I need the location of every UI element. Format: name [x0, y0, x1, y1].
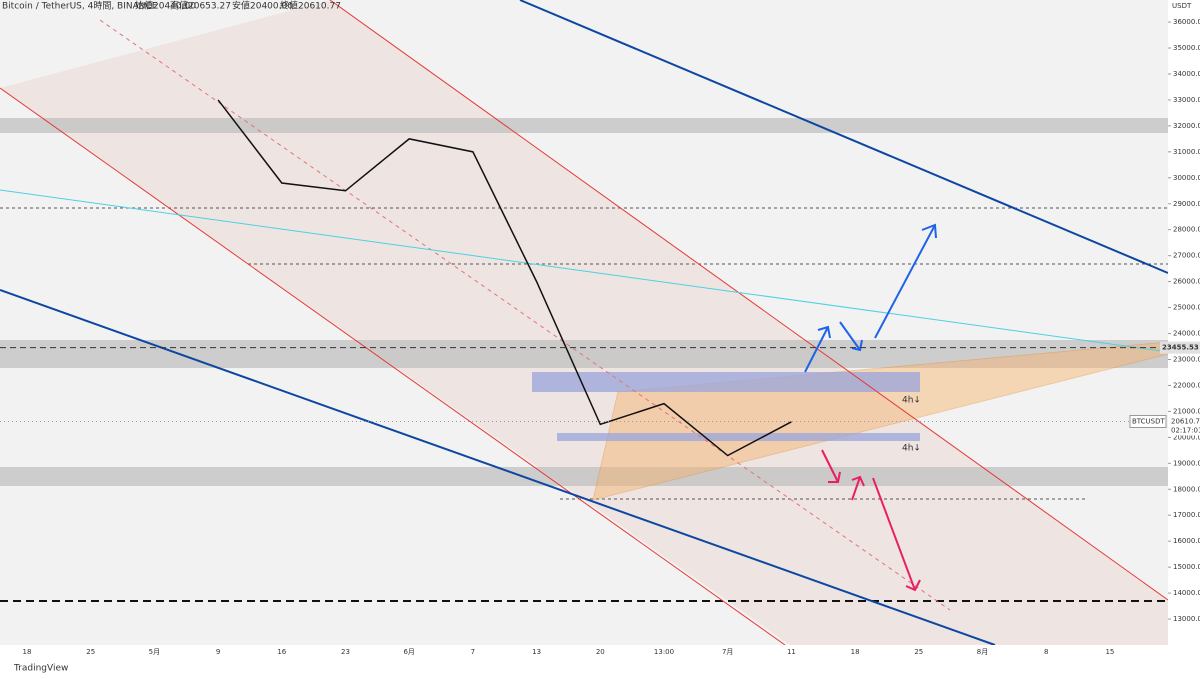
y-tick-label: 30000.00 — [1173, 174, 1200, 182]
y-tick-label: 26000.00 — [1173, 278, 1200, 286]
arrows — [804, 223, 937, 373]
zone — [0, 118, 1168, 133]
zone — [0, 467, 1168, 486]
y-axis — [1168, 0, 1200, 660]
y-tick-label: 27000.00 — [1173, 252, 1200, 260]
ohlc: 終値20610.77 — [280, 0, 341, 12]
y-tick-label: 29000.00 — [1173, 200, 1200, 208]
y-tick-label: 16000.00 — [1173, 537, 1200, 545]
x-tick-label: 6月 — [403, 648, 414, 656]
chart-title: Bitcoin / TetherUS, 4時間, BINANCE — [2, 1, 158, 12]
countdown: 02:17:01 — [1171, 427, 1200, 435]
x-axis — [0, 645, 1168, 675]
x-tick-label: 7月 — [722, 648, 733, 656]
x-tick-label: 5月 — [149, 648, 160, 656]
price-marker-box — [1168, 415, 1200, 436]
zone — [0, 340, 1168, 368]
channel-line — [0, 87, 786, 646]
x-tick-label: 7 — [471, 648, 475, 656]
channel-line — [329, 0, 1169, 601]
annotation: 4h↓ — [902, 396, 921, 406]
trend-line — [0, 289, 996, 646]
x-tick-label: 9 — [216, 648, 220, 656]
annotation: 4h↓ — [902, 444, 921, 454]
x-tick-label: 25 — [914, 648, 923, 656]
symbol-box — [1129, 415, 1167, 429]
x-tick-label: 18 — [851, 648, 860, 656]
y-tick-label: 33000.00 — [1173, 96, 1200, 104]
level-marker-label: 23455.53 — [1162, 344, 1199, 352]
x-tick-label: 15 — [1105, 648, 1114, 656]
currency: USDT — [1172, 2, 1192, 10]
y-tick-label: 36000.00 — [1173, 18, 1200, 26]
y-tick-label: 21000.00 — [1173, 407, 1200, 415]
arrows — [821, 449, 921, 592]
x-tick-label: 20 — [596, 648, 605, 656]
y-tick-label: 20000.00 — [1173, 433, 1200, 441]
y-tick-label: 31000.00 — [1173, 148, 1200, 156]
x-tick-label: 13:00 — [654, 648, 674, 656]
x-tick-label: 11 — [787, 648, 796, 656]
level-marker-box — [1160, 341, 1200, 354]
x-tick-label: 16 — [277, 648, 286, 656]
x-tick-label: 13 — [532, 648, 541, 656]
brand: TradingView — [13, 664, 68, 674]
blue-zone — [532, 372, 920, 392]
price-line — [217, 99, 792, 457]
symbol-label: BTCUSDT — [1132, 418, 1166, 426]
trend-line — [519, 0, 1169, 274]
x-tick-label: 8月 — [977, 648, 988, 656]
y-tick-label: 28000.00 — [1173, 226, 1200, 234]
ohlc: 高値20653.27 — [170, 0, 231, 12]
y-tick-label: 23000.00 — [1173, 355, 1200, 363]
y-tick-label: 22000.00 — [1173, 381, 1200, 389]
ohlc: 安値20400.00 — [232, 0, 293, 12]
blue-zone — [557, 433, 920, 441]
y-tick-label: 35000.00 — [1173, 44, 1200, 52]
price-marker-label: 20610.77 — [1171, 418, 1200, 426]
x-tick-label: 18 — [23, 648, 32, 656]
y-tick-label: 14000.00 — [1173, 589, 1200, 597]
trend-line — [0, 189, 1169, 353]
ohlc: 始値20440.00 — [135, 0, 196, 12]
y-tick-label: 18000.00 — [1173, 485, 1200, 493]
y-tick-label: 19000.00 — [1173, 459, 1200, 467]
y-tick-label: 34000.00 — [1173, 70, 1200, 78]
x-tick-label: 23 — [341, 648, 350, 656]
y-tick-label: 13000.00 — [1173, 615, 1200, 623]
x-tick-label: 25 — [86, 648, 95, 656]
y-tick-label: 15000.00 — [1173, 563, 1200, 571]
y-tick-label: 17000.00 — [1173, 511, 1200, 519]
y-tick-label: 32000.00 — [1173, 122, 1200, 130]
x-tick-label: 8 — [1044, 648, 1048, 656]
y-tick-label: 24000.00 — [1173, 330, 1200, 338]
y-tick-label: 25000.00 — [1173, 304, 1200, 312]
